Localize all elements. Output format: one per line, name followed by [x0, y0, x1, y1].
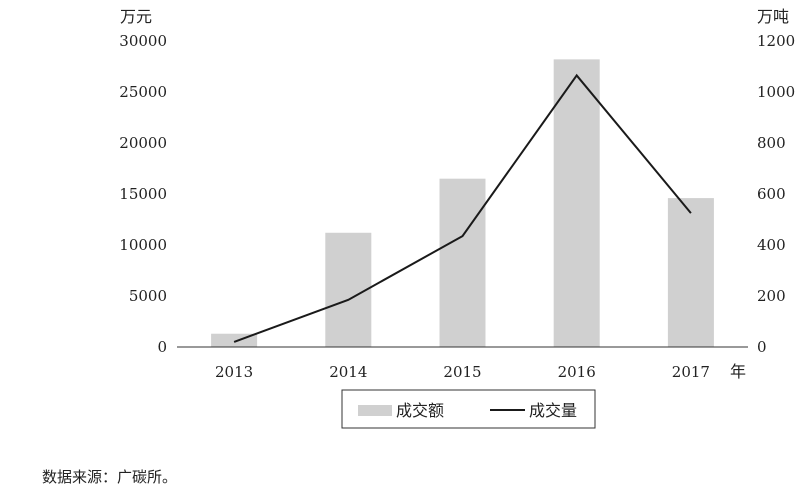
right-axis-unit: 万吨: [757, 7, 789, 26]
right-tick-label-3: 600: [757, 185, 786, 203]
right-tick-label-0: 0: [757, 338, 767, 356]
x-tick-label-2013: 2013: [215, 363, 253, 381]
left-tick-label-3: 15000: [119, 185, 167, 203]
right-tick-label-6: 1200: [757, 32, 795, 50]
left-tick-label-5: 25000: [119, 83, 167, 101]
x-tick-label-2016: 2016: [558, 363, 596, 381]
legend-line-label: 成交量: [529, 401, 577, 420]
bar-series: [211, 59, 714, 348]
bar-2014: [325, 232, 372, 347]
right-axis-ticks: 0 200 400 600 800 1000 1200: [757, 32, 795, 356]
legend-box: [341, 389, 596, 429]
left-axis-ticks: 0 5000 10000 15000 20000 25000 30000: [119, 32, 167, 356]
bar-2017: [667, 198, 714, 347]
left-tick-label-1: 5000: [129, 287, 167, 305]
legend: 成交额 成交量: [341, 389, 596, 429]
bar-2016: [553, 59, 600, 348]
right-tick-label-1: 200: [757, 287, 786, 305]
left-tick-label-0: 0: [157, 338, 167, 356]
x-tick-label-2015: 2015: [443, 363, 481, 381]
x-axis-ticks: 2013 2014 2015 2016 2017: [215, 363, 710, 381]
x-tick-label-2014: 2014: [329, 363, 367, 381]
left-tick-label-6: 30000: [119, 32, 167, 50]
right-tick-label-5: 1000: [757, 83, 795, 101]
right-tick-label-4: 800: [757, 134, 786, 152]
bar-2015: [439, 178, 486, 347]
line-series: [233, 73, 692, 343]
x-axis-label: 年: [730, 362, 746, 381]
source-note: 数据来源：广碳所。: [42, 468, 178, 486]
right-tick-label-2: 400: [757, 236, 786, 254]
legend-bar-swatch: [358, 405, 392, 416]
left-tick-label-4: 20000: [119, 134, 167, 152]
left-axis-unit: 万元: [120, 7, 152, 26]
legend-bar-label: 成交额: [396, 401, 444, 420]
left-tick-label-2: 10000: [119, 236, 167, 254]
x-tick-label-2017: 2017: [672, 363, 710, 381]
